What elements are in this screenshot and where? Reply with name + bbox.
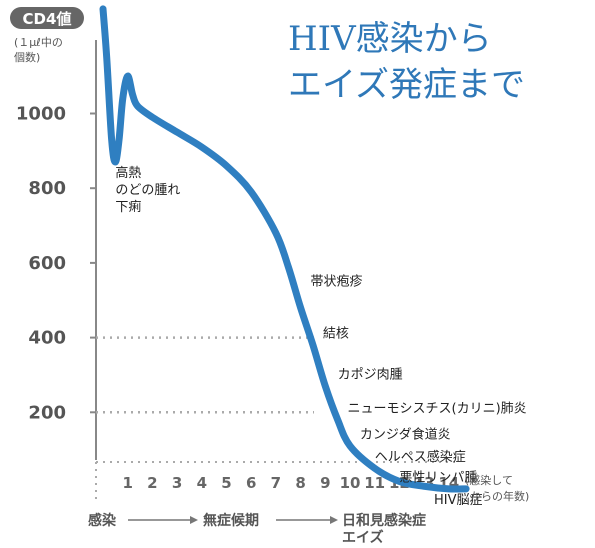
annotation-label: 結核 xyxy=(323,327,349,342)
x-tick-label: 11 xyxy=(364,474,385,492)
stage-infection: 感染 xyxy=(88,512,117,529)
y-tick-label: 600 xyxy=(28,253,66,274)
x-tick-label: 4 xyxy=(197,474,207,492)
y-tick-label: 1000 xyxy=(16,104,66,125)
x-tick-label: 3 xyxy=(172,474,182,492)
chart-title-line-2: エイズ発症まで xyxy=(288,65,525,105)
annotation-label: HIV脳症 xyxy=(434,493,483,508)
x-tick-label: 10 xyxy=(340,474,361,492)
annotation-label: ニューモシスチス(カリニ)肺炎 xyxy=(348,401,527,416)
chart-title-line-1: HIV感染から xyxy=(288,19,492,59)
y-axis-badge: CD4値 xyxy=(23,10,72,28)
x-axis-unit-line-1: (感染して xyxy=(465,473,513,487)
y-axis-unit-line-2: 個数) xyxy=(14,51,40,64)
y-ticks: 200 400 600 800 1000 xyxy=(16,104,96,423)
x-tick-label: 7 xyxy=(271,474,281,492)
y-tick-label: 200 xyxy=(28,402,66,423)
stage-opportunistic: 日和見感染症 xyxy=(342,512,426,529)
x-tick-label: 5 xyxy=(221,474,231,492)
stage-arrow-2-head xyxy=(330,516,338,524)
x-axis-unit-line-2: からの年数) xyxy=(470,489,529,503)
annotation-label: ヘルペス感染症 xyxy=(375,449,466,465)
cd4-series-line xyxy=(99,5,470,493)
y-axis-unit-line-1: (１μℓ中の xyxy=(14,36,63,49)
x-tick-label: 8 xyxy=(295,474,305,492)
stage-latent: 無症候期 xyxy=(203,512,259,529)
annotation-label: 帯状疱疹 xyxy=(310,273,362,289)
annotations: 高熱のどの腫れ下痢帯状疱疹結核カポジ肉腫ニューモシスチス(カリニ)肺炎カンジダ食… xyxy=(115,165,526,508)
annotation-label: カンジダ食道炎 xyxy=(360,426,451,442)
y-tick-label: 400 xyxy=(28,328,66,349)
annotation-label: のどの腫れ xyxy=(115,182,180,198)
x-tick-label: 1 xyxy=(122,474,132,492)
stage-aids: エイズ xyxy=(342,529,384,546)
annotation-label: カポジ肉腫 xyxy=(338,367,403,383)
annotation-label: 下痢 xyxy=(115,199,141,215)
annotation-label: 悪性リンパ腫 xyxy=(399,469,477,485)
y-tick-label: 800 xyxy=(28,178,66,199)
reference-lines xyxy=(96,336,314,414)
x-tick-label: 2 xyxy=(147,474,157,492)
series-layer xyxy=(99,5,470,493)
x-tick-label: 6 xyxy=(246,474,256,492)
y-axis-badge-bg xyxy=(10,7,84,29)
stage-arrow-1-head xyxy=(190,516,198,524)
annotation-label: 高熱 xyxy=(115,165,141,181)
x-tick-label: 9 xyxy=(320,474,330,492)
